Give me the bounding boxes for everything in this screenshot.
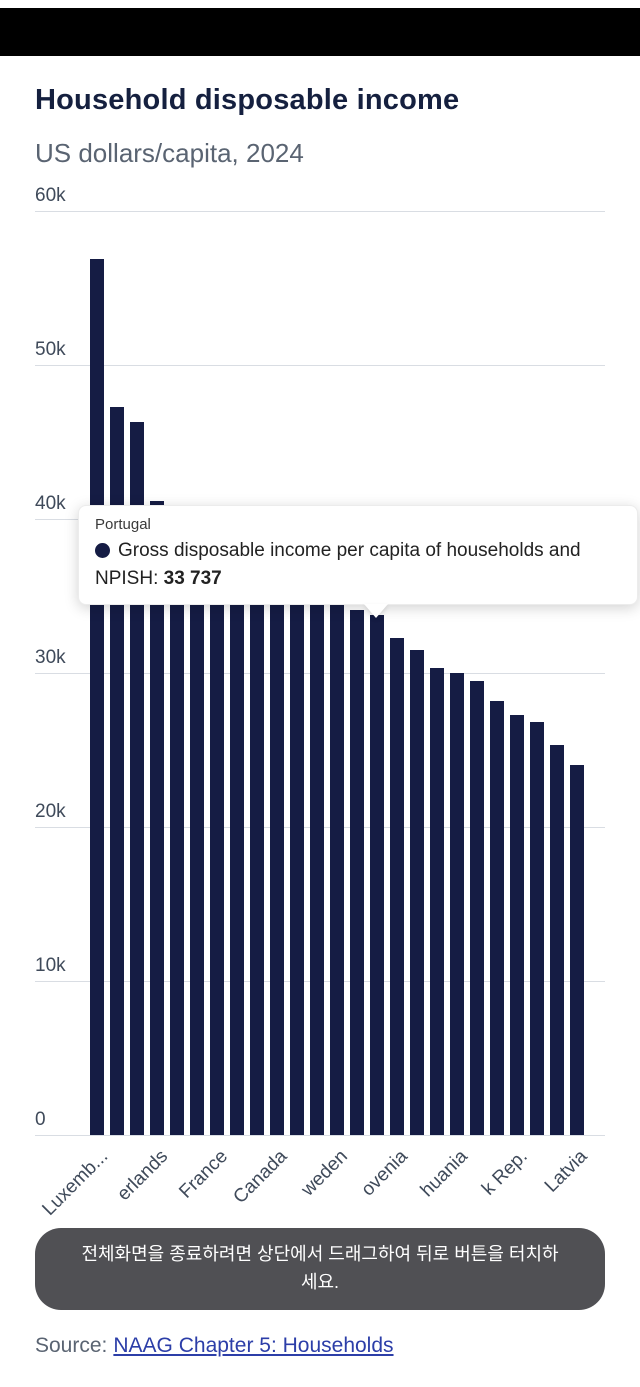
x-axis-label: erlands [112,1146,172,1205]
chart-subtitle: US dollars/capita, 2024 [35,138,304,168]
bar-finland[interactable] [350,610,364,1135]
x-axis-label: weden [297,1146,352,1201]
fullscreen-exit-toast: 전체화면을 종료하려면 상단에서 드래그하여 뒤로 버튼을 터치하세요. [35,1228,605,1310]
bar-italy[interactable] [310,593,324,1135]
gridline-0 [35,1135,605,1136]
bar-slovak-republic[interactable] [510,715,524,1135]
y-axis-label-20k: 20k [35,801,66,822]
bar-sweden[interactable] [330,602,344,1135]
source-link[interactable]: NAAG Chapter 5: Households [113,1334,394,1357]
chart-tooltip: Portugal Gross disposable income per cap… [78,505,638,619]
y-axis-label-0: 0 [35,1109,46,1130]
x-axis-label: huania [416,1146,472,1202]
bar-luxembourg[interactable] [90,259,104,1135]
x-axis-label: Luxemb... [38,1146,112,1220]
bar-slovenia[interactable] [390,638,404,1135]
source-row: Source: NAAG Chapter 5: Households [35,1334,394,1358]
series-marker-icon [95,543,110,558]
y-axis-label-40k: 40k [35,493,66,514]
bar-france[interactable] [210,536,224,1135]
tooltip-country-label: Portugal [95,516,151,533]
bar-latvia[interactable] [570,765,584,1135]
x-axis-label: Latvia [541,1146,592,1197]
bar-denmark[interactable] [290,584,304,1135]
y-axis-label-60k: 60k [35,185,66,206]
tooltip-series-line: Gross disposable income per capita of ho… [95,537,621,592]
bar-lithuania[interactable] [450,673,464,1135]
bar-hungary[interactable] [530,722,544,1135]
bar-spain[interactable] [410,650,424,1135]
x-axis-label: Canada [229,1146,292,1208]
bar-netherlands[interactable] [150,501,164,1135]
bar-germany[interactable] [170,514,184,1135]
bar-canada[interactable] [270,573,284,1135]
bar-greece[interactable] [550,745,564,1135]
bar-poland[interactable] [470,681,484,1135]
gridline-50k [35,365,605,366]
gridline-60k [35,211,605,212]
bar-estonia[interactable] [490,701,504,1135]
bar-belgium[interactable] [230,547,244,1135]
bar-czechia[interactable] [430,668,444,1135]
x-axis-label: k Rep. [478,1146,532,1200]
tooltip-value: 33 737 [163,567,222,589]
x-axis-label: France [175,1146,232,1203]
bar-austria[interactable] [190,525,204,1135]
y-axis-label-30k: 30k [35,647,66,668]
source-prefix: Source: [35,1334,108,1357]
bar-portugal[interactable] [370,615,384,1135]
tooltip-series-label: Gross disposable income per capita of ho… [95,540,581,589]
tooltip-pointer-icon [364,604,388,619]
y-axis-label-10k: 10k [35,955,66,976]
status-bar [0,8,640,56]
x-axis-label: ovenia [357,1146,412,1201]
page-title: Household disposable income [35,84,460,116]
y-axis-label-50k: 50k [35,339,66,360]
bar-australia[interactable] [250,561,264,1135]
